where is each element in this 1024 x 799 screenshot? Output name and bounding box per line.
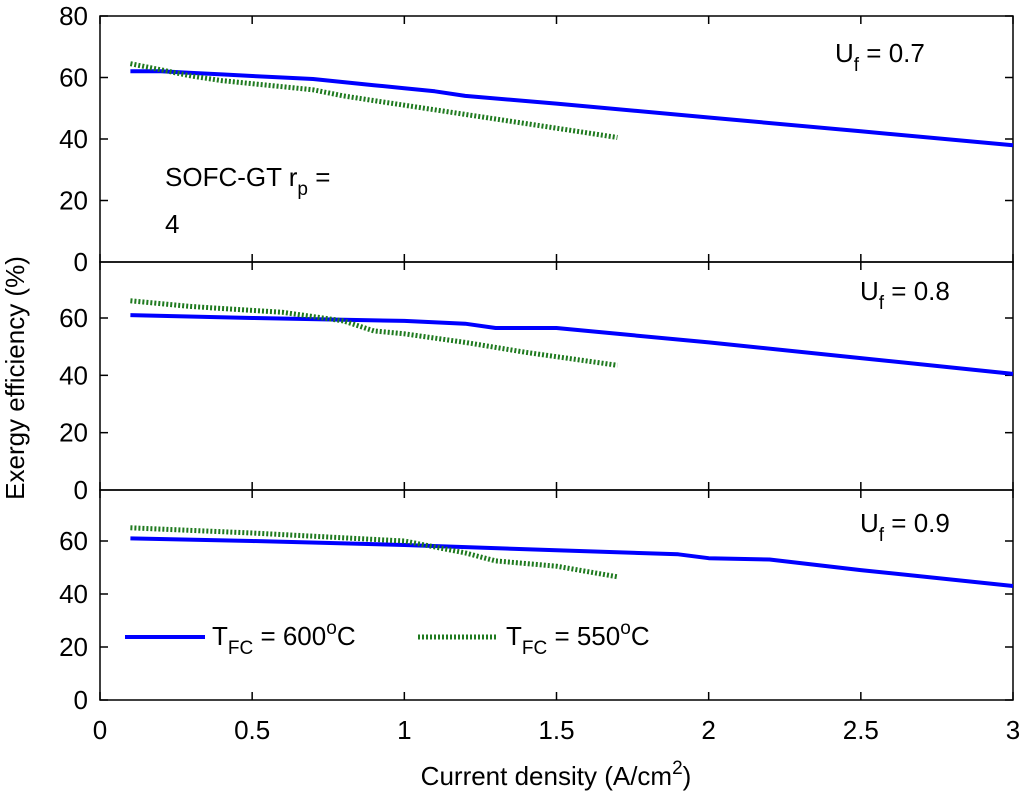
legend-label-600: TFC = 600oC [212,618,356,659]
panel-uf-0-8: 0 20 40 60 Uf = 0.8 [59,261,1014,505]
y-axis-ticks: 0 20 40 60 80 [59,1,1013,277]
series-line-t600 [130,69,1014,148]
y-tick-label-60: 60 [59,303,88,333]
x-tick-label-1.5: 1.5 [538,715,574,745]
sofc-gt-annotation-line2: 4 [165,209,179,239]
x-tick-label-0.5: 0.5 [234,715,270,745]
y-axis-ticks: 0 20 40 60 [59,303,1013,505]
x-tick-label-0: 0 [93,715,107,745]
x-tick-label-1: 1 [397,715,411,745]
y-axis-ticks: 0 20 40 60 [59,526,1013,715]
y-tick-label-0: 0 [74,247,88,277]
y-tick-label-0: 0 [74,685,88,715]
y-tick-label-40: 40 [59,579,88,609]
series-lines [130,298,1014,376]
series-line-t600 [130,313,1014,376]
panel-uf-0-7: 0 20 40 60 80 Uf = 0.7 SOFC-GT rp = 4 [59,1,1014,277]
y-tick-label-20: 20 [59,632,88,662]
series-lines [129,61,1014,148]
y-tick-label-20: 20 [59,186,88,216]
y-tick-label-60: 60 [59,63,88,93]
y-tick-label-60: 60 [59,526,88,556]
series-line-t550 [130,525,618,580]
x-tick-label-3: 3 [1006,715,1020,745]
x-axis-label: Current density (A/cm2) [421,758,692,791]
y-tick-label-0: 0 [74,475,88,505]
series-line-t550 [130,298,618,368]
x-axis-ticks: 0 0.5 1 1.5 2 2.5 3 [93,16,1020,745]
y-tick-label-20: 20 [59,418,88,448]
uf-label: Uf = 0.7 [835,38,925,76]
sofc-gt-annotation-line1: SOFC-GT rp = [165,162,330,200]
series-lines [130,525,1014,588]
y-axis-label: Exergy efficiency (%) [0,256,30,500]
uf-label: Uf = 0.9 [860,508,950,546]
legend: TFC = 600oC TFC = 550oC [125,618,650,659]
series-line-t600 [130,536,1014,588]
y-tick-label-80: 80 [59,1,88,31]
uf-label: Uf = 0.8 [860,276,950,314]
x-tick-label-2.5: 2.5 [843,715,879,745]
y-tick-label-40: 40 [59,124,88,154]
panel-uf-0-9: 0 20 40 60 Uf = 0.9 TFC = 600oC TFC = 550oC [59,489,1014,715]
x-tick-label-2: 2 [701,715,715,745]
y-tick-label-40: 40 [59,360,88,390]
legend-label-550: TFC = 550oC [506,618,650,659]
